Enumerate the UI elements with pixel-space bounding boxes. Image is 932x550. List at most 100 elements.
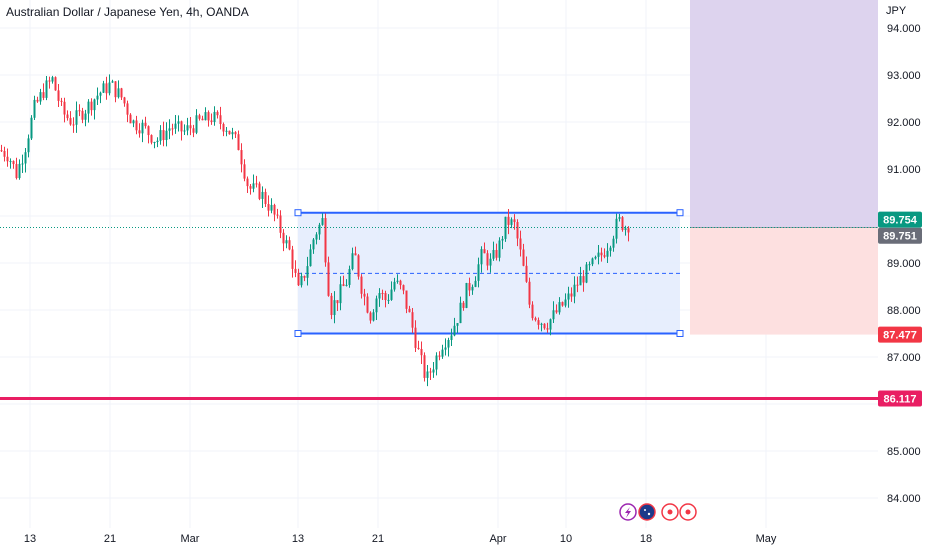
candle-body <box>210 120 213 123</box>
stop-price-tag-bg <box>878 326 922 343</box>
candle-body <box>531 304 534 319</box>
channel-handle <box>294 330 302 337</box>
candle-body <box>492 250 495 259</box>
candle-body <box>12 161 15 165</box>
candle-body <box>585 264 588 283</box>
candle-body <box>213 111 216 123</box>
candle-body <box>279 215 282 233</box>
candle-body <box>627 228 630 233</box>
candle-body <box>231 132 234 135</box>
event-icons[interactable] <box>619 503 697 521</box>
candle-body <box>624 228 627 231</box>
candle-body <box>180 121 183 132</box>
candle-body <box>501 238 504 241</box>
candle-body <box>102 83 105 93</box>
candle-body <box>318 224 321 235</box>
candle-body <box>558 302 561 313</box>
reference-lines <box>0 227 878 401</box>
candle-body <box>126 103 129 115</box>
candle-body <box>150 135 153 143</box>
candle-body <box>384 293 387 301</box>
candle-body <box>45 80 48 98</box>
y-tick-label: 88.000 <box>887 305 921 317</box>
candle-body <box>258 183 261 199</box>
candle-body <box>366 296 369 313</box>
candle-body <box>393 281 396 290</box>
candle-body <box>561 302 564 306</box>
candle-body <box>36 99 39 102</box>
candle-body <box>441 349 444 357</box>
candle-body <box>105 83 108 94</box>
candle-body <box>15 164 18 179</box>
channel-handle <box>676 330 684 337</box>
candle-body <box>414 327 417 348</box>
candle-body <box>357 255 360 277</box>
candle-body <box>588 264 591 266</box>
x-tick-label: Apr <box>489 533 506 545</box>
x-tick-label: May <box>756 533 777 545</box>
candle-body <box>327 262 330 296</box>
candle-body <box>306 266 309 278</box>
candle-body <box>237 134 240 151</box>
candle-body <box>267 204 270 211</box>
candle-body <box>429 371 432 373</box>
candle-body <box>66 114 69 119</box>
candle-body <box>381 293 384 295</box>
candle-body <box>24 152 27 164</box>
candle-body <box>216 111 219 116</box>
candle-body <box>60 100 63 102</box>
candle-body <box>270 204 273 211</box>
candle-body <box>510 219 513 225</box>
candle-body <box>612 238 615 248</box>
candle-body <box>345 284 348 286</box>
candle-body <box>456 323 459 326</box>
candle-body <box>324 218 327 263</box>
candle-body <box>162 130 165 140</box>
candle-body <box>495 250 498 258</box>
candle-body <box>201 118 204 121</box>
candle-body <box>9 161 12 163</box>
candle-body <box>375 298 378 313</box>
candle-body <box>228 130 231 135</box>
candle-body <box>276 214 279 216</box>
candle-body <box>339 284 342 304</box>
candle-body <box>405 290 408 309</box>
candle-body <box>246 178 249 187</box>
candle-body <box>411 312 414 328</box>
candle-body <box>603 255 606 257</box>
support-price-tag: 86.117 <box>883 394 916 406</box>
flag-star <box>647 512 651 516</box>
candle-body <box>336 300 339 304</box>
candle-body <box>402 285 405 291</box>
candle-body <box>78 110 81 112</box>
candle-body <box>207 112 210 121</box>
y-tick-label: 87.000 <box>887 352 921 364</box>
x-tick-label: 13 <box>292 533 304 545</box>
candle-body <box>408 308 411 313</box>
candle-body <box>576 284 579 286</box>
candle-body <box>594 256 597 259</box>
candle-body <box>477 264 480 281</box>
candle-body <box>600 252 603 256</box>
candle-body <box>54 77 57 91</box>
candle-body <box>543 323 546 329</box>
candle-body <box>99 92 102 96</box>
candle-body <box>57 90 60 101</box>
flash-glyph <box>625 507 631 518</box>
candle-body <box>432 369 435 373</box>
candle-body <box>606 250 609 257</box>
candle-body <box>138 130 141 134</box>
candle-body <box>504 216 507 239</box>
candle-body <box>96 95 99 100</box>
candle-body <box>69 118 72 125</box>
y-tick-label: 85.000 <box>887 446 921 458</box>
candle-body <box>351 253 354 270</box>
record-dot <box>685 509 691 515</box>
candle-body <box>621 217 624 231</box>
candle-body <box>459 302 462 324</box>
candle-body <box>303 275 306 278</box>
candle-body <box>291 249 294 269</box>
y-tick-label: 91.000 <box>887 164 921 176</box>
candle-body <box>474 280 477 287</box>
